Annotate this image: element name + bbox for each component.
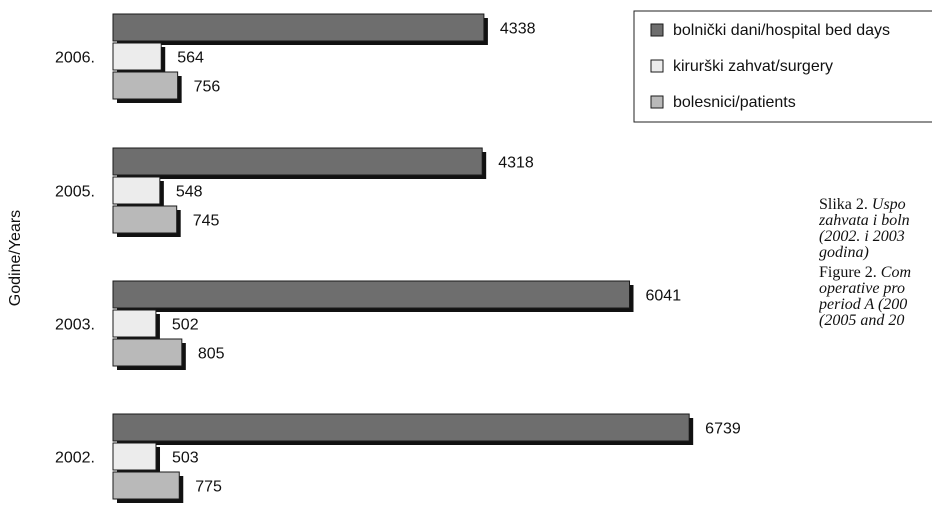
category-labels: 2006. 2005. 2003. 2002. [55, 50, 95, 467]
legend-swatch [650, 23, 664, 37]
data-label: 805 [198, 346, 225, 363]
legend: bolnički dani/hospital bed days kirurški … [633, 10, 932, 123]
category-label: 2005. [55, 184, 95, 201]
legend-swatch [650, 95, 664, 109]
data-label: 564 [177, 50, 204, 67]
bars-group: 4338 564 756 4318 548 745 6041 502 805 6739 503 775 [112, 13, 741, 503]
data-label: 4318 [498, 155, 534, 172]
bar [112, 147, 483, 176]
bar [112, 42, 162, 71]
caption-sr-prefix: Slika 2. [819, 197, 872, 213]
data-label: 756 [194, 79, 221, 96]
data-label: 502 [172, 317, 199, 334]
data-label: 548 [176, 184, 203, 201]
legend-label: bolesnici/patients [673, 94, 796, 111]
bar [112, 176, 161, 205]
legend-label: bolnički dani/hospital bed days [673, 22, 890, 39]
legend-box [633, 10, 932, 123]
category-label: 2002. [55, 450, 95, 467]
figure-caption: Slika 2. Uspo zahvata i boln (2002. i 20… [819, 197, 932, 329]
data-label: 6739 [705, 421, 741, 438]
caption-sr-line: godina) [819, 244, 869, 261]
caption-english: Figure 2. Com operative pro period A (20… [819, 265, 932, 329]
y-axis-label: Godine/Years [7, 210, 24, 306]
category-label: 2006. [55, 50, 95, 67]
bar [112, 205, 178, 234]
caption-en-prefix: Figure 2. [819, 264, 881, 281]
bar [112, 13, 485, 42]
data-label: 6041 [646, 288, 682, 305]
caption-croatian: Slika 2. Uspo zahvata i boln (2002. i 20… [819, 197, 932, 261]
data-label: 775 [195, 479, 222, 496]
bar [112, 338, 183, 367]
caption-sr-line: Uspo [871, 197, 906, 213]
data-label: 4338 [500, 21, 536, 38]
category-label: 2003. [55, 317, 95, 334]
bar [112, 442, 157, 471]
bar [112, 280, 631, 309]
bar [112, 471, 180, 500]
caption-sr-line: zahvata i boln [819, 212, 910, 229]
data-label: 745 [193, 213, 220, 230]
caption-en-line: period A (200 [819, 296, 908, 313]
bar [112, 309, 157, 338]
caption-en-line: Com [880, 264, 912, 281]
caption-en-line: (2005 and 20 [819, 312, 905, 329]
bar [112, 71, 179, 100]
caption-sr-line: (2002. i 2003 [819, 228, 905, 245]
caption-en-line: operative pro [819, 280, 906, 297]
data-label: 503 [172, 450, 199, 467]
legend-swatch [650, 59, 664, 73]
legend-label: kirurški zahvat/surgery [673, 58, 833, 75]
bar [112, 413, 690, 442]
